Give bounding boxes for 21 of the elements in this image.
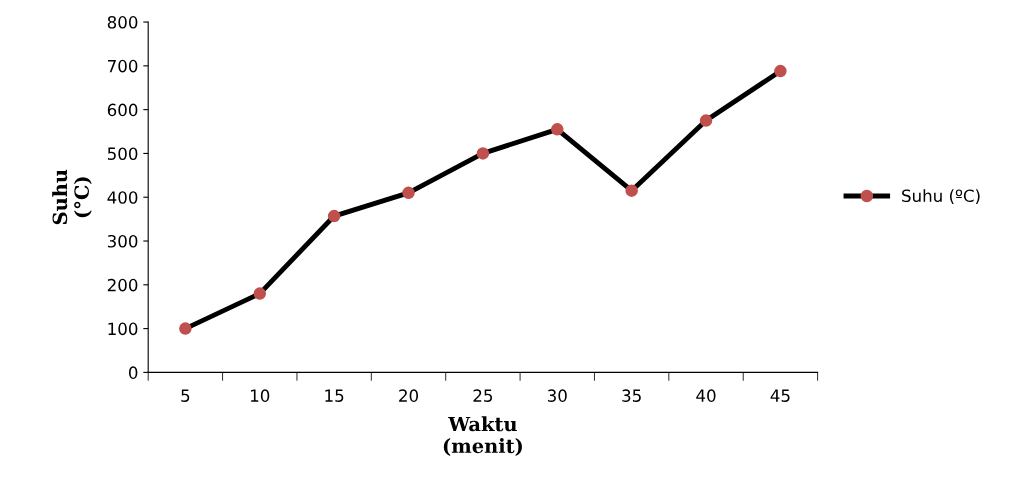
y-axis-title: Suhu (°C) bbox=[52, 169, 92, 225]
x-tick-label: 15 bbox=[325, 389, 344, 402]
y-tick-label: 0 bbox=[128, 366, 138, 379]
y-tick-label: 700 bbox=[108, 59, 138, 73]
x-axis-title: Waktu (menit) bbox=[443, 416, 522, 456]
y-tick-label: 200 bbox=[107, 278, 138, 292]
x-tick-label: 35 bbox=[622, 389, 641, 402]
y-tick-label: 600 bbox=[107, 103, 138, 117]
x-tick-label: 40 bbox=[696, 389, 716, 402]
y-tick-label: 500 bbox=[107, 147, 138, 160]
y-tick-label: 300 bbox=[107, 234, 138, 248]
x-tick-label: 5 bbox=[181, 389, 190, 402]
y-tick-label: 800 bbox=[107, 16, 138, 29]
y-tick-label: 400 bbox=[107, 191, 138, 204]
legend-label: Suhu (ºC) bbox=[902, 189, 980, 205]
x-tick-label: 45 bbox=[770, 389, 790, 402]
x-tick-label: 30 bbox=[547, 389, 567, 402]
x-tick-label: 10 bbox=[250, 389, 270, 402]
x-tick-label: 20 bbox=[399, 389, 419, 402]
y-tick-label: 100 bbox=[108, 322, 138, 336]
x-tick-label: 25 bbox=[473, 389, 493, 402]
